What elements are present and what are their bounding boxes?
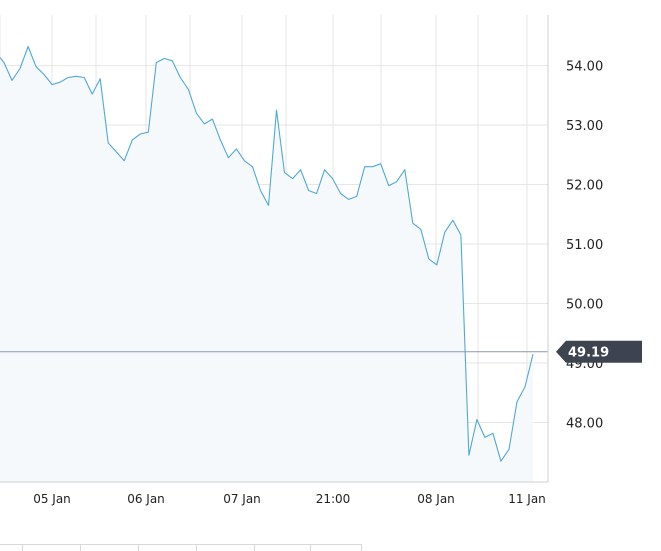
x-axis-ticks: 05 Jan 06 Jan 07 Jan 21:00 08 Jan 11 Jan bbox=[33, 492, 546, 506]
current-price-badge-shape bbox=[556, 340, 642, 363]
y-tick-label: 52.00 bbox=[566, 179, 603, 194]
y-tick-label: 48.00 bbox=[566, 417, 603, 432]
x-tick-label: 08 Jan bbox=[417, 492, 455, 506]
y-tick-label: 54.00 bbox=[566, 60, 603, 75]
y-tick-label: 53.00 bbox=[566, 119, 603, 134]
x-tick-label: 07 Jan bbox=[223, 492, 261, 506]
x-tick-label: 11 Jan bbox=[508, 492, 546, 506]
price-area bbox=[0, 46, 533, 482]
x-tick-label: 21:00 bbox=[316, 492, 351, 506]
x-tick-label: 06 Jan bbox=[127, 492, 165, 506]
y-tick-label: 50.00 bbox=[566, 298, 603, 313]
x-tick-label: 05 Jan bbox=[33, 492, 71, 506]
current-price-badge: 49.19 bbox=[556, 340, 642, 363]
price-line bbox=[0, 45, 534, 462]
navigator-strip[interactable] bbox=[0, 544, 362, 551]
current-price-label: 49.19 bbox=[568, 346, 609, 361]
y-tick-label: 51.00 bbox=[566, 238, 603, 253]
